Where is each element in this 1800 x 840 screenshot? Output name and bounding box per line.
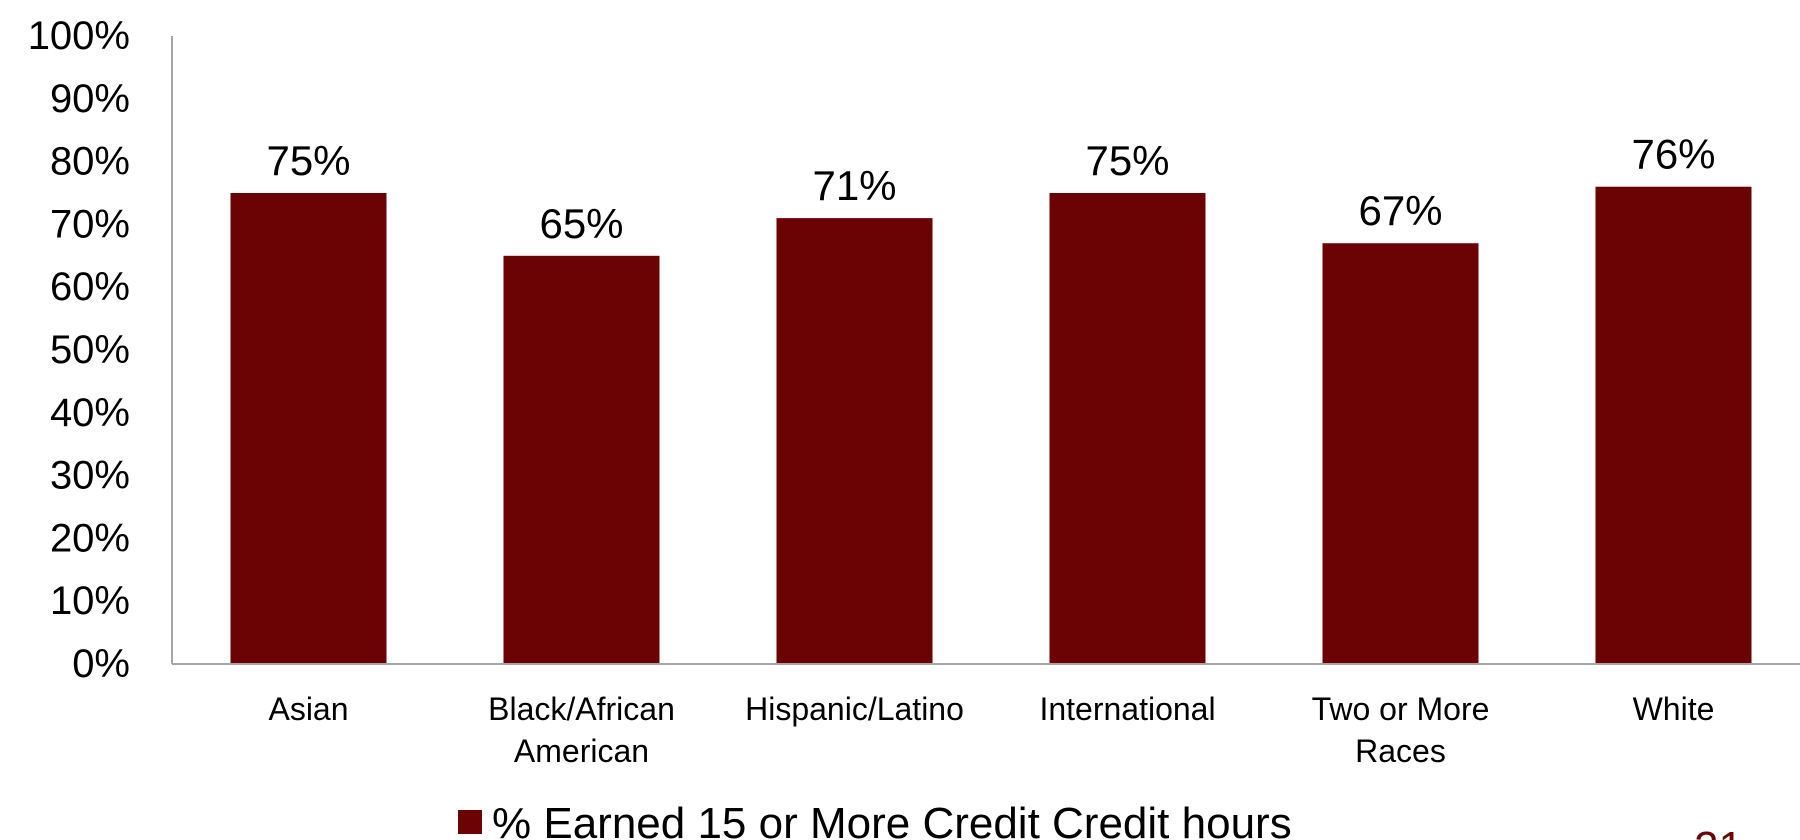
category-label: International: [1039, 691, 1215, 727]
bar: [230, 193, 387, 664]
y-tick-label: 100%: [28, 14, 130, 58]
legend-swatch: [458, 810, 482, 834]
y-tick-label: 80%: [50, 140, 130, 184]
bars: [230, 186, 1752, 665]
category-label: Races: [1355, 733, 1446, 769]
category-label: Asian: [268, 691, 348, 727]
y-axis-ticks: 0% 10% 20% 30% 40% 50% 60% 70% 80% 90% 100%: [28, 14, 130, 686]
category-label: Hispanic/Latino: [745, 691, 964, 727]
y-tick-label: 30%: [50, 454, 130, 498]
data-label: 71%: [812, 162, 896, 209]
category-label: Black/African: [488, 691, 675, 727]
y-tick-label: 90%: [50, 77, 130, 121]
bar: [776, 218, 933, 664]
data-label: 76%: [1631, 131, 1715, 178]
data-labels: 75% 65% 71% 75% 67% 76%: [266, 131, 1715, 247]
bar: [503, 255, 660, 665]
y-tick-label: 0%: [72, 642, 130, 686]
data-label: 75%: [1085, 137, 1169, 184]
y-tick-label: 70%: [50, 202, 130, 246]
category-label: White: [1633, 691, 1715, 727]
y-tick-label: 50%: [50, 328, 130, 372]
y-tick-label: 20%: [50, 516, 130, 560]
legend-label: % Earned 15 or More Credit Credit hours: [492, 799, 1292, 840]
data-label: 65%: [539, 200, 623, 247]
category-label: Two or More: [1312, 691, 1490, 727]
bar: [1595, 186, 1752, 664]
category-labels: Asian Black/African American Hispanic/Latin…: [268, 691, 1714, 769]
data-label: 67%: [1358, 187, 1442, 234]
data-label: 75%: [266, 137, 350, 184]
category-label: American: [514, 733, 649, 769]
bar: [1322, 243, 1479, 665]
bar: [1049, 193, 1206, 664]
page-number: 21: [1694, 823, 1743, 840]
y-tick-label: 40%: [50, 391, 130, 435]
y-tick-label: 10%: [50, 579, 130, 623]
legend: % Earned 15 or More Credit Credit hours: [458, 799, 1292, 840]
y-tick-label: 60%: [50, 265, 130, 309]
